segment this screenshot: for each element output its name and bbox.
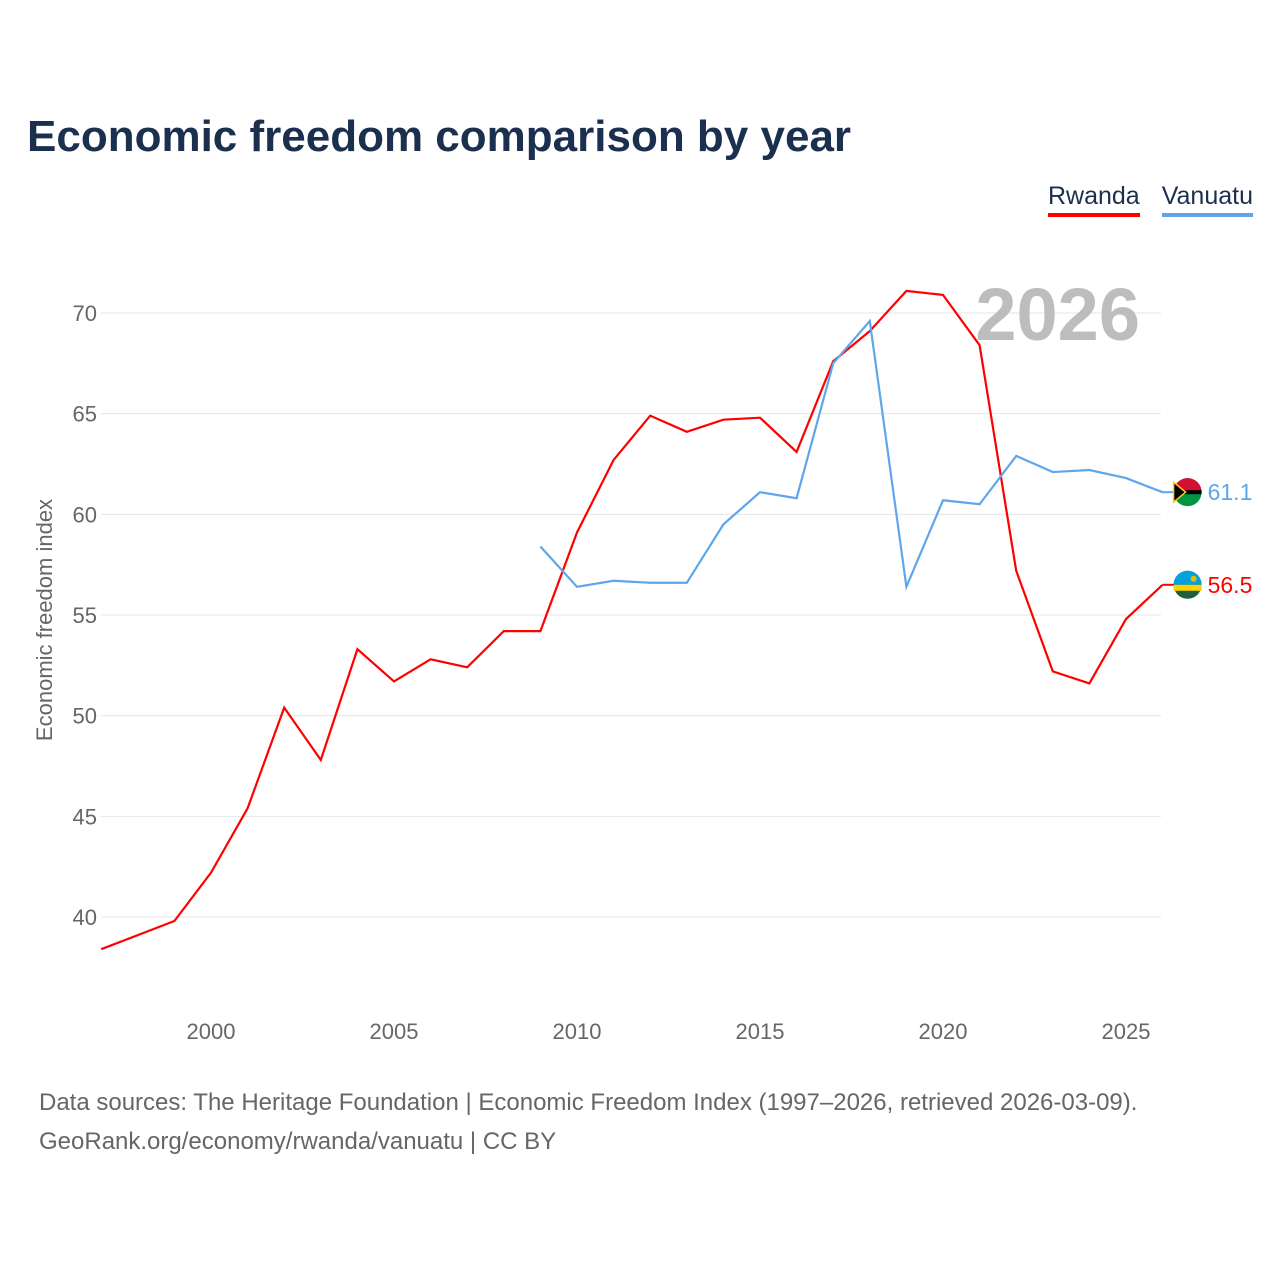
legend-rwanda[interactable]: Rwanda [1047, 182, 1140, 217]
legend: Rwanda Vanuatu [1047, 182, 1253, 217]
y-tick-label: 70 [73, 301, 97, 326]
rwanda-flag-yellow [1173, 584, 1202, 591]
series-line-vanuatu [539, 318, 1163, 591]
x-tick-label: 2010 [553, 1019, 602, 1044]
year-watermark: 2026 [975, 273, 1140, 356]
source-line-1: Data sources: The Heritage Foundation | … [39, 1089, 1138, 1116]
x-tick-label: 2025 [1102, 1019, 1151, 1044]
y-tick-label: 45 [73, 804, 97, 829]
end-value-label: 61.1 [1208, 479, 1253, 505]
vanuatu-flag-stripe [1173, 490, 1202, 495]
x-tick-label: 2015 [736, 1019, 785, 1044]
source-line-2[interactable]: GeoRank.org/economy/rwanda/vanuatu | CC … [39, 1128, 557, 1155]
series-line-rwanda [100, 289, 1164, 951]
legend-vanuatu[interactable]: Vanuatu [1161, 182, 1253, 217]
y-tick-label: 40 [73, 905, 97, 930]
chart-title: Economic freedom comparison by year [27, 112, 852, 161]
vanuatu-flag-triangle [1172, 480, 1187, 504]
rwanda-flag-sun [1190, 575, 1197, 582]
x-tick-label: 2000 [187, 1019, 236, 1044]
x-tick-label: 2005 [370, 1019, 419, 1044]
y-tick-label: 55 [73, 603, 97, 628]
y-tick-label: 50 [73, 704, 97, 729]
y-tick-label: 65 [73, 402, 97, 427]
y-axis-label: Economic freedom index [32, 499, 57, 741]
y-tick-label: 60 [73, 502, 97, 527]
x-tick-label: 2020 [919, 1019, 968, 1044]
rwanda-flag-blue [1173, 570, 1202, 585]
end-value-label: 56.5 [1208, 572, 1253, 598]
